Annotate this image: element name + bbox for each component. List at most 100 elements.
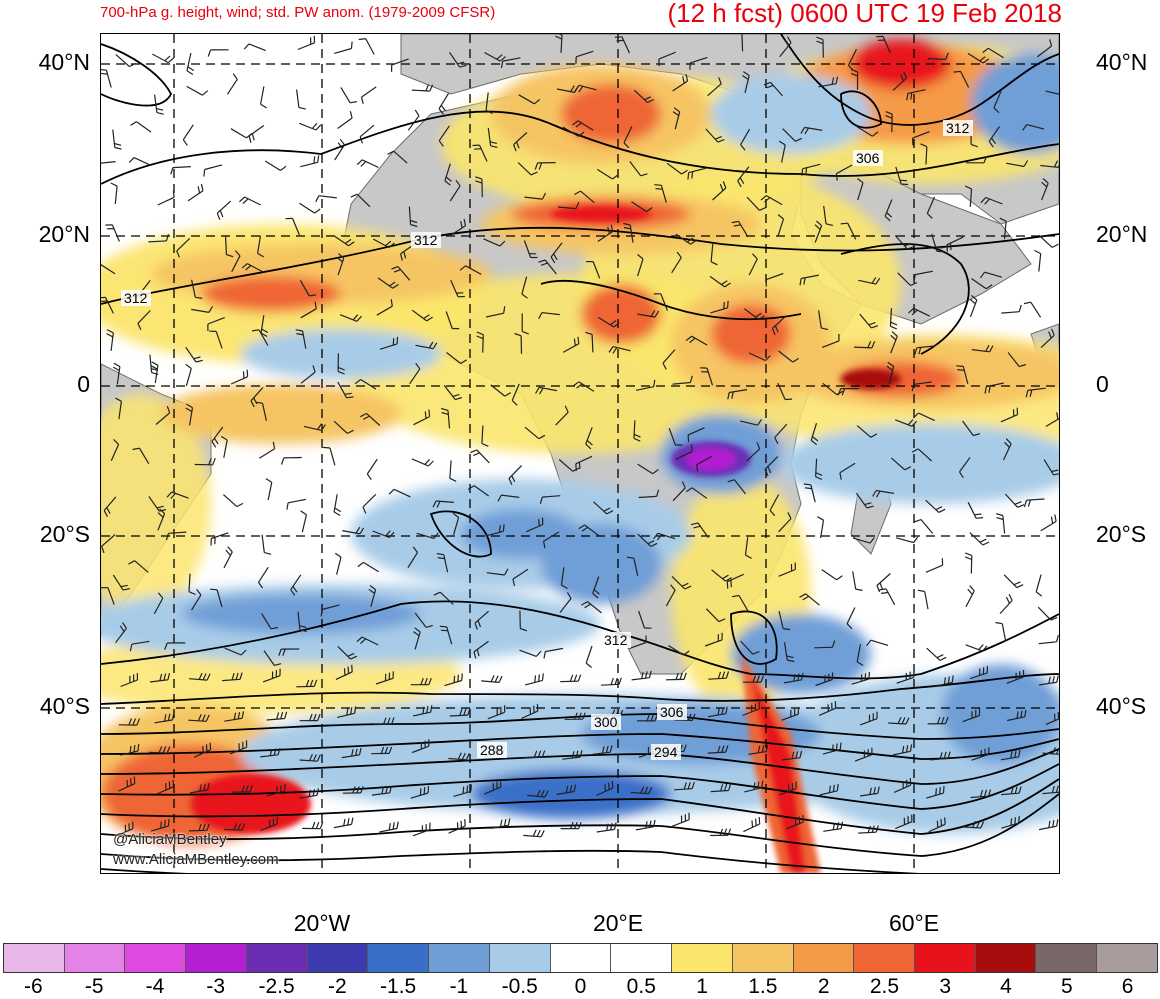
wind-barb-flag [953, 70, 961, 73]
wind-barb-flag [538, 674, 540, 682]
wind-barb [393, 488, 411, 498]
wind-barb [1040, 334, 1055, 349]
wind-barb-flag [520, 627, 528, 632]
wind-barb [999, 599, 1013, 615]
wind-barb-flag [1010, 786, 1014, 794]
colorbar-swatch [611, 944, 673, 972]
wind-barb-flag [538, 312, 543, 320]
wind-barb [416, 532, 435, 539]
wind-barb-flag [1029, 389, 1033, 397]
wind-barb [847, 222, 857, 240]
wind-barb-flag [757, 419, 762, 426]
wind-barb [448, 825, 466, 834]
wind-barb [335, 671, 353, 680]
wind-barb-flag [988, 385, 991, 393]
wind-barb [934, 681, 953, 688]
wind-barb-flag [817, 516, 824, 521]
wind-barb-flag [425, 84, 430, 92]
wind-barb-flag [764, 197, 771, 203]
colorbar-tick-label: -2.5 [258, 975, 295, 998]
wind-barb-flag [571, 751, 575, 759]
wind-barb-flag [993, 107, 1000, 114]
wind-barb-flag [237, 823, 242, 831]
wind-barb [112, 129, 116, 148]
wind-barb [449, 51, 461, 68]
wind-barb-flag [347, 666, 350, 674]
wind-barb [897, 272, 911, 286]
wind-barb-flag [816, 36, 824, 41]
wind-barb [1038, 825, 1057, 831]
wind-barb [260, 315, 265, 334]
wind-barb-flag [1052, 819, 1055, 828]
wind-barb [925, 564, 943, 573]
wind-barb [578, 381, 595, 392]
wind-barb-flag [428, 341, 434, 349]
wind-barb [1040, 164, 1059, 168]
wind-barb-flag [902, 745, 905, 753]
wind-barb [487, 127, 492, 146]
wind-barb-flag [759, 207, 767, 211]
wind-barb-flag [283, 784, 286, 792]
wind-barb-flag [836, 390, 844, 396]
wind-barb [449, 460, 452, 479]
wind-barb [592, 576, 600, 594]
wind-barb-flag [167, 819, 170, 827]
wind-barb [513, 132, 528, 146]
wind-barb-flag [201, 714, 206, 722]
wind-barb-flag [515, 141, 520, 149]
wind-barb [858, 831, 877, 834]
wind-barb-flag [317, 155, 320, 163]
wind-barb [1038, 641, 1057, 645]
wind-barb-flag [260, 103, 267, 109]
wind-barb [303, 425, 322, 431]
wind-barb-flag [799, 750, 803, 758]
wind-barb-flag [956, 365, 964, 368]
wind-barb-flag [681, 481, 686, 489]
wind-barb-flag [314, 208, 321, 214]
contour-label: 300 [594, 714, 618, 730]
wind-barb [821, 340, 840, 348]
wind-barb-flag [388, 488, 395, 495]
wind-barb [660, 293, 668, 311]
wind-barb [856, 425, 872, 438]
wind-barb-flag [164, 820, 166, 828]
wind-barb-flag [645, 821, 648, 829]
wind-barb-flag [470, 784, 472, 792]
wind-barb-flag [541, 192, 547, 200]
wind-barb [1027, 387, 1046, 391]
wind-barb-flag [951, 675, 954, 683]
wind-barb-flag [171, 713, 175, 721]
wind-barb-flag [1016, 711, 1019, 719]
wind-barb-flag [534, 162, 539, 170]
wind-barb [727, 573, 744, 583]
wind-barb-flag [445, 176, 452, 182]
wind-barb [818, 83, 837, 88]
colorbar-tick-label: -3 [206, 975, 226, 998]
wind-barb-flag [530, 171, 538, 176]
wind-barbs [101, 34, 1059, 838]
wind-barb-flag [979, 538, 987, 543]
wind-barb-flag [532, 829, 537, 837]
wind-barb-flag [871, 825, 875, 833]
wind-barb-flag [197, 186, 201, 194]
wind-barb [359, 124, 375, 138]
wind-barb-flag [427, 460, 434, 467]
wind-barb [852, 537, 871, 544]
wind-barb-flag [459, 64, 467, 68]
wind-barb-flag [767, 466, 772, 474]
wind-barb-flag [637, 254, 644, 260]
wind-barb [527, 794, 546, 798]
wind-barb [337, 257, 345, 276]
wind-barb [501, 494, 520, 498]
wind-barb [804, 126, 823, 131]
wind-barb [1045, 418, 1059, 428]
wind-barb-flag [774, 325, 779, 333]
wind-barb [744, 537, 749, 556]
wind-barb [134, 560, 149, 573]
map-canvas: 312 312 312 306 312 306 300 294 288 [101, 34, 1059, 873]
wind-barb [971, 278, 987, 290]
wind-barb [299, 759, 318, 762]
wind-barb-flag [783, 628, 791, 631]
colorbar-tick-label: -6 [24, 975, 43, 998]
wind-barb-flag [942, 786, 945, 794]
